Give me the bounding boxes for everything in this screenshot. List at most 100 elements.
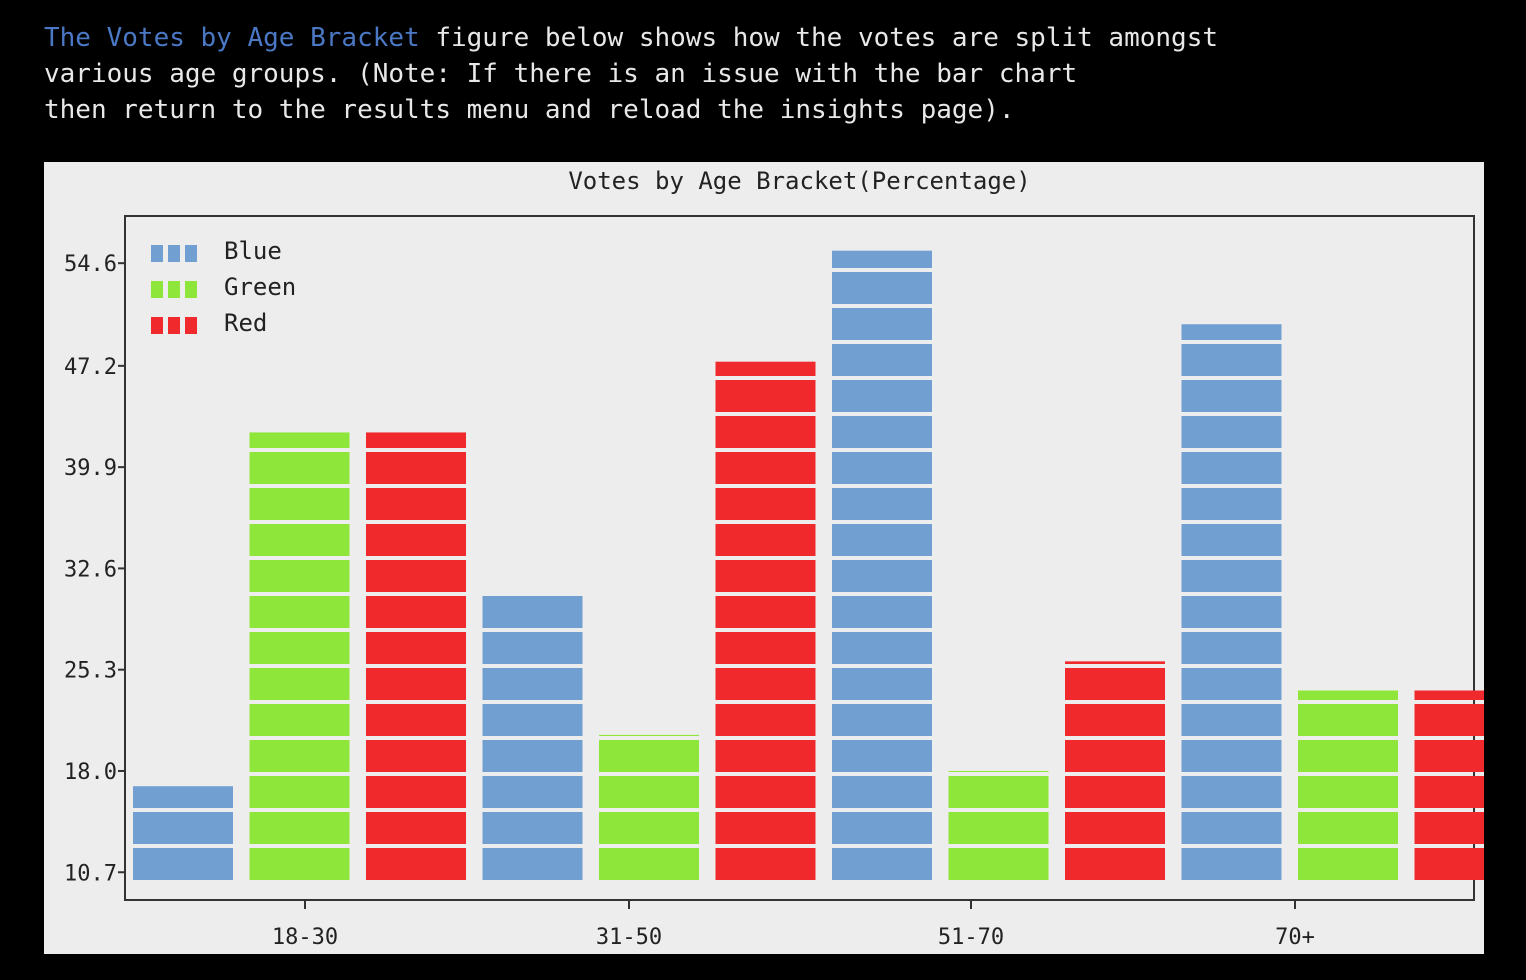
bar-blue-31-50 <box>482 596 583 880</box>
bar-segment <box>1414 704 1484 736</box>
bar-segment <box>715 361 816 376</box>
bar-segment <box>1298 776 1398 808</box>
bar-segment <box>1414 740 1484 772</box>
bar-segment <box>832 250 932 268</box>
bar-segment <box>1298 812 1398 844</box>
bar-red-51-70 <box>1065 661 1165 880</box>
bar-segment <box>249 596 350 628</box>
bar-segment <box>1298 704 1398 736</box>
bar-segment <box>249 812 350 844</box>
bar-segment <box>715 524 816 556</box>
bar-segment <box>715 668 816 700</box>
bar-segment <box>249 848 350 880</box>
y-tick-label-25-3: 25.3 <box>64 659 117 684</box>
bar-segment <box>366 812 466 844</box>
legend-label-blue: Blue <box>224 237 282 265</box>
y-tick-label-39-9: 39.9 <box>64 456 117 481</box>
bar-segment <box>1181 560 1282 592</box>
bar-segment <box>715 632 816 664</box>
bar-segment <box>366 848 466 880</box>
bar-segment <box>832 704 932 736</box>
bar-segment <box>366 776 466 808</box>
legend-swatch-green <box>185 281 197 298</box>
bar-segment <box>832 740 932 772</box>
plot-frame <box>124 215 1475 901</box>
x-tick-label-31-50: 31-50 <box>596 925 662 950</box>
legend-label-green: Green <box>224 273 296 301</box>
bar-segment <box>832 380 932 412</box>
legend-swatch-red <box>151 317 163 334</box>
bar-segment <box>1065 661 1165 664</box>
bar-segment <box>249 776 350 808</box>
bar-segment <box>599 740 699 772</box>
y-tick-label-10-7: 10.7 <box>64 861 117 886</box>
bar-segment <box>832 488 932 520</box>
bar-segment <box>482 776 583 808</box>
bar-segment <box>832 560 932 592</box>
bar-segment <box>1181 776 1282 808</box>
bar-segment <box>366 452 466 484</box>
bar-segment <box>832 344 932 376</box>
bar-segment <box>249 632 350 664</box>
y-tick-label-18-0: 18.0 <box>64 760 117 785</box>
bar-segment <box>482 740 583 772</box>
bar-segment <box>366 488 466 520</box>
bar-segment <box>133 812 233 844</box>
votes-by-age-link[interactable]: The Votes by Age Bracket <box>44 23 420 53</box>
bar-segment <box>249 704 350 736</box>
bar-segment <box>832 776 932 808</box>
bar-segment <box>1181 668 1282 700</box>
bar-segment <box>1181 848 1282 880</box>
y-tick-label-54-6: 54.6 <box>64 252 117 277</box>
bar-segment <box>366 632 466 664</box>
bar-segment <box>366 432 466 448</box>
bar-segment <box>1065 776 1165 808</box>
bar-segment <box>715 812 816 844</box>
bar-segment <box>715 560 816 592</box>
bar-segment <box>1298 740 1398 772</box>
bar-segment <box>482 848 583 880</box>
bar-segment <box>1065 848 1165 880</box>
bar-segment <box>715 776 816 808</box>
bar-segment <box>1414 776 1484 808</box>
intro-line-2: various age groups. (Note: If there is a… <box>44 59 1078 89</box>
bar-segment <box>1065 740 1165 772</box>
bar-segment <box>482 668 583 700</box>
bar-segment <box>1298 690 1398 700</box>
legend-swatch-blue <box>185 245 197 262</box>
legend-swatch-green <box>151 281 163 298</box>
bar-segment <box>1181 704 1282 736</box>
bar-segment <box>832 524 932 556</box>
bar-segment <box>1181 324 1282 340</box>
bar-segment <box>1414 812 1484 844</box>
bar-segment <box>366 596 466 628</box>
bar-segment <box>249 740 350 772</box>
legend-swatch-red <box>168 317 180 334</box>
bar-segment <box>1181 416 1282 448</box>
bar-blue-51-70 <box>832 250 932 880</box>
bar-segment <box>832 308 932 340</box>
bar-segment <box>249 488 350 520</box>
legend-swatch-blue <box>168 245 180 262</box>
bar-segment <box>715 740 816 772</box>
bar-segment <box>1181 740 1282 772</box>
legend-label-red: Red <box>224 309 267 337</box>
bar-green-31-50 <box>599 734 699 880</box>
votes-by-age-chart: Votes by Age Bracket(Percentage) 10.7 18.0… <box>64 167 1484 950</box>
bar-segment <box>366 740 466 772</box>
x-tick-label-70: 70+ <box>1275 925 1315 950</box>
bar-segment <box>832 668 932 700</box>
bar-segment <box>1181 452 1282 484</box>
bar-segment <box>715 596 816 628</box>
bar-segment <box>948 848 1049 880</box>
intro-line-3: then return to the results menu and relo… <box>44 95 1015 125</box>
bar-segment <box>482 812 583 844</box>
bar-segment <box>948 812 1049 844</box>
intro-line-1: figure below shows how the votes are spl… <box>419 23 1219 53</box>
bar-segment <box>1298 848 1398 880</box>
bar-segment <box>715 416 816 448</box>
bar-segment <box>249 524 350 556</box>
bar-segment <box>366 524 466 556</box>
bar-segment <box>832 632 932 664</box>
bar-segment <box>832 596 932 628</box>
